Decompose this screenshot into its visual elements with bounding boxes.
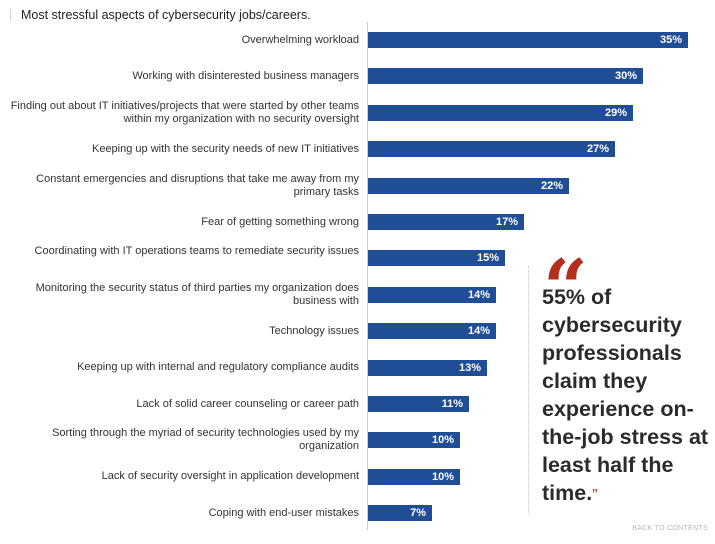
bar	[368, 214, 524, 230]
category-label: Keeping up with the security needs of ne…	[91, 142, 359, 155]
category-label: Sorting through the myriad of security t…	[52, 427, 359, 453]
category-label: Technology issues	[269, 324, 359, 337]
data-label: 29%	[604, 106, 627, 119]
data-label: 27%	[586, 143, 609, 156]
bar	[368, 177, 569, 194]
category-label: Overwhelming workload	[241, 33, 359, 46]
data-label: 35%	[659, 34, 682, 46]
data-label: 14%	[467, 288, 490, 301]
chart-title: Most stressful aspects of cybersecurity …	[10, 9, 311, 22]
category-label: Lack of security oversight in applicatio…	[101, 470, 359, 483]
data-label: 22%	[540, 179, 563, 192]
pull-quote-text: 55% of cybersecurity professionals claim…	[542, 285, 709, 505]
data-label: 14%	[467, 325, 490, 338]
bar	[368, 286, 496, 303]
category-label: Finding out about IT initiatives/project…	[10, 99, 359, 125]
data-label: 11%	[441, 398, 463, 410]
data-label: 15%	[476, 252, 499, 265]
bar	[368, 68, 643, 85]
quote-mark-icon: “	[543, 243, 588, 334]
bar	[368, 32, 688, 48]
bar	[368, 323, 496, 340]
bar	[368, 359, 487, 376]
quote-close-mark: ”	[592, 487, 598, 504]
category-label: Fear of getting something wrong	[201, 215, 359, 228]
bar	[368, 432, 460, 449]
bar	[368, 141, 615, 158]
data-label: 10%	[431, 434, 454, 447]
data-label: 30%	[614, 70, 637, 83]
category-label: Keeping up with internal and regulatory …	[77, 361, 359, 374]
bar	[368, 468, 460, 485]
bar	[368, 250, 505, 267]
pull-quote: 55% of cybersecurity professionals claim…	[542, 283, 710, 510]
category-label: Constant emergencies and disruptions tha…	[36, 172, 359, 198]
category-axis-line	[367, 22, 368, 530]
quote-divider	[528, 266, 709, 514]
category-label: Coordinating with IT operations teams to…	[34, 245, 359, 258]
bar	[368, 396, 469, 412]
category-label: Coping with end-user mistakes	[208, 506, 359, 519]
data-label: 10%	[431, 470, 454, 483]
category-label: Lack of solid career counseling or caree…	[136, 397, 359, 410]
data-label: 17%	[495, 216, 518, 228]
bar	[368, 104, 633, 121]
bar	[368, 505, 432, 522]
back-to-contents-link[interactable]: BACK TO CONTENTS	[632, 525, 708, 532]
data-label: 7%	[410, 507, 426, 520]
category-label: Monitoring the security status of third …	[35, 281, 359, 307]
category-label: Working with disinterested business mana…	[132, 69, 359, 82]
data-label: 13%	[458, 361, 481, 374]
